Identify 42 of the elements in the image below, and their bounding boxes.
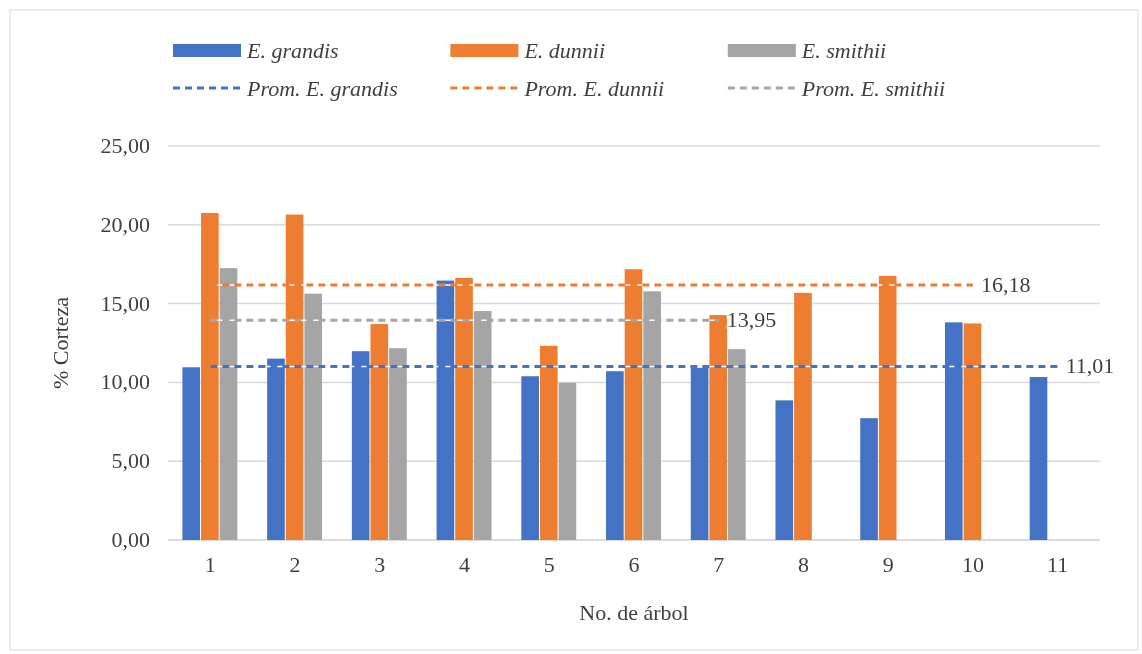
x-tick-label: 11 [1047,552,1069,577]
x-tick-label: 10 [961,552,984,577]
bar [539,345,558,540]
x-tick-label: 7 [713,552,725,577]
x-tick-label: 4 [459,552,471,577]
bar [860,418,878,540]
legend-label: Prom. E. dunnii [523,76,665,101]
bar [709,315,728,540]
x-axis-title: No. de árbol [579,600,689,625]
x-tick-label: 5 [543,552,555,577]
data-label: 16,18 [980,272,1031,297]
x-tick-label: 8 [797,552,809,577]
legend-label: E. grandis [246,38,339,63]
x-tick-label: 6 [628,552,640,577]
bar [1029,377,1048,540]
data-label: 13,95 [726,307,777,333]
y-tick-label: 15,00 [100,290,150,316]
x-tick-label: 9 [882,552,894,577]
bar [558,382,577,540]
legend-label: E. smithii [800,38,887,63]
bar [794,292,812,540]
y-tick-label: 20,00 [100,211,150,237]
y-axis-title: % Corteza [48,296,73,390]
legend-label: Prom. E. smithii [800,76,946,101]
bar [775,400,794,540]
bar [521,376,539,540]
x-tick-label: 2 [289,552,301,577]
bar [606,371,624,540]
y-tick-label: 25,00 [100,133,150,158]
y-tick-label: 5,00 [111,448,150,474]
legend-label: E. dunnii [523,38,606,63]
x-tick-label: 1 [204,552,216,577]
bar [182,367,201,540]
legend-label: Prom. E. grandis [246,76,398,101]
bar [370,324,389,540]
bar [963,323,982,540]
x-tick-label: 3 [374,552,386,577]
bar [728,349,746,540]
y-tick-label: 0,00 [111,527,150,552]
y-tick-label: 10,00 [100,369,150,395]
data-label: 11,01 [1065,353,1115,379]
bar [389,348,407,540]
